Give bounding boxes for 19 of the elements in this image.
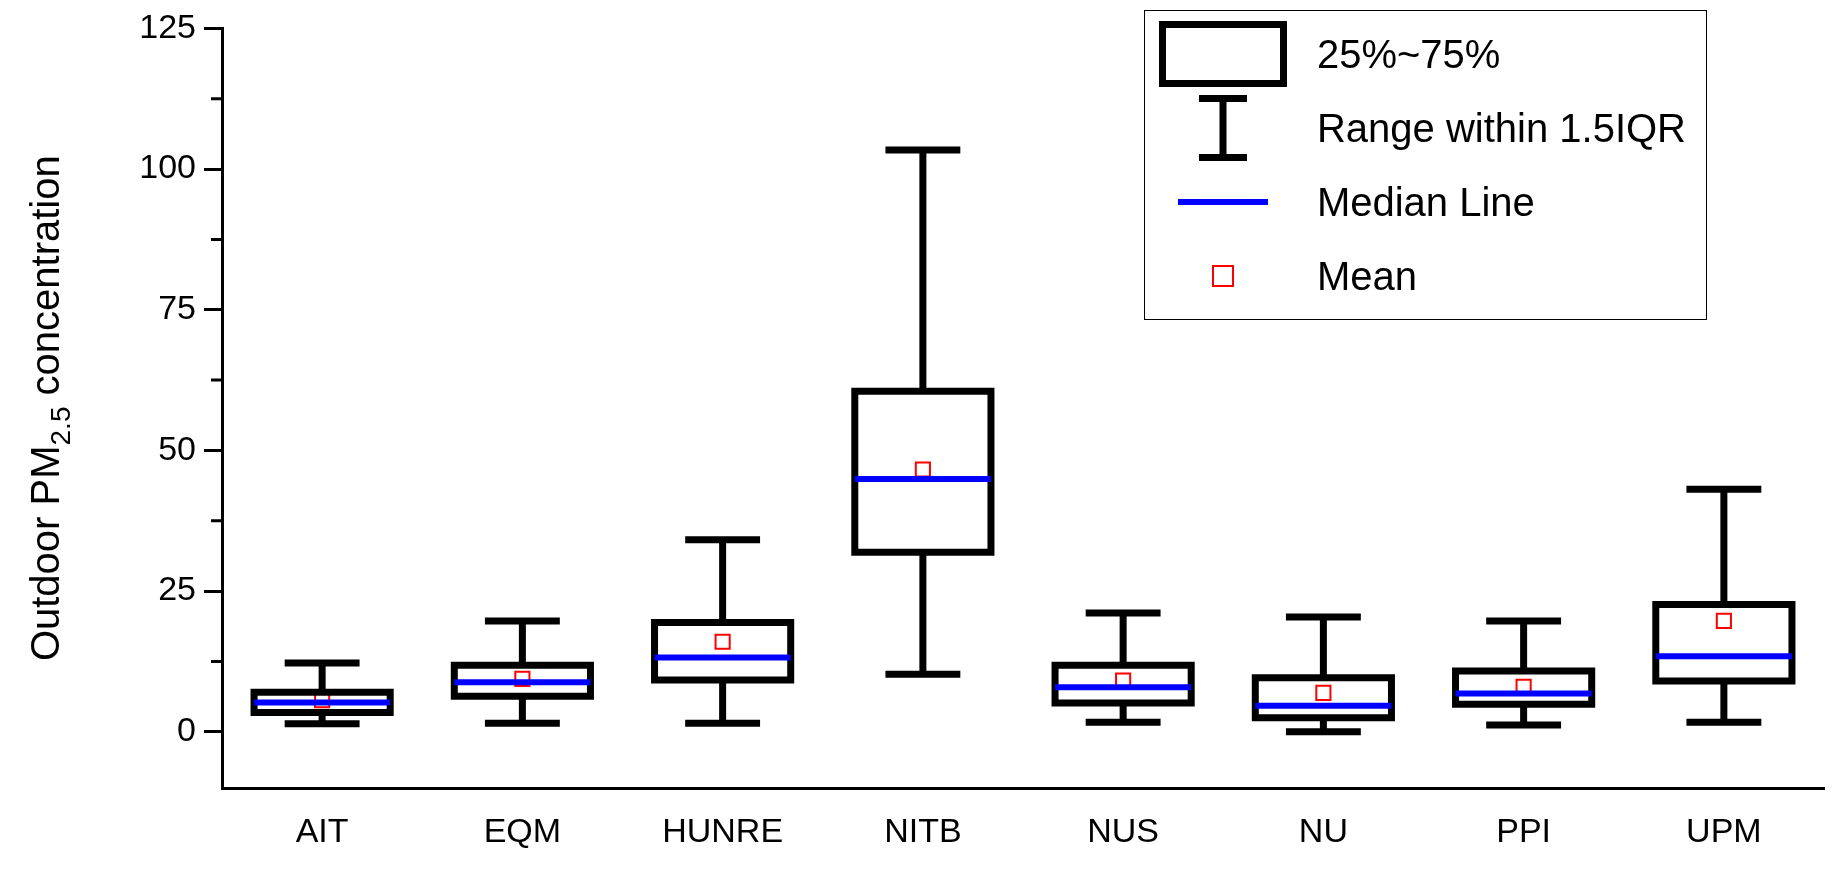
x-tick-label: UPM <box>1686 810 1762 849</box>
annotation: Range within 1.5IQR <box>1316 105 1686 151</box>
x-tick-label: NUS <box>1087 810 1160 849</box>
y-axis-title: Outdoor PM2.5 concentration <box>23 155 76 662</box>
x-tick-label: NU <box>1298 810 1348 849</box>
y-tick-label: 0 <box>177 710 196 749</box>
y-tick-label: 25 <box>158 569 196 608</box>
y-tick-label: 75 <box>158 288 196 327</box>
y-tick-label: 50 <box>158 428 196 467</box>
x-tick-label: PPI <box>1496 810 1552 849</box>
annotation: 25%~75% <box>1316 31 1501 77</box>
y-tick-label: 125 <box>139 6 196 45</box>
annotation: Median Line <box>1316 179 1535 225</box>
x-tick-label: NITB <box>884 810 962 849</box>
y-tick-label: 100 <box>139 147 196 186</box>
annotation: Mean <box>1316 253 1417 299</box>
x-tick-label: HUNRE <box>662 810 784 849</box>
x-tick-label: EQM <box>483 810 562 849</box>
x-tick-label: AIT <box>295 810 349 849</box>
